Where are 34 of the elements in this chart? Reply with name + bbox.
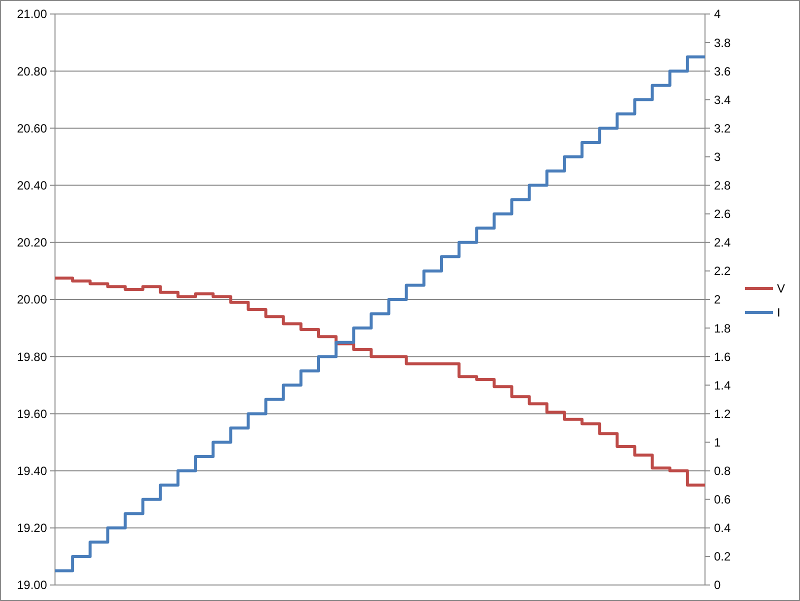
y2-tick-label: 1.4 [714,378,732,392]
y-tick-label: 19.60 [16,406,48,421]
y-tick-label: 20.60 [16,121,48,136]
y2-tick-label: 3.2 [714,121,732,136]
y2-tick-label: 1.8 [714,321,732,336]
y-tick-label: 19.00 [16,578,48,592]
y-tick-label: 21.00 [16,7,48,22]
y-tick-label: 19.20 [16,521,48,536]
y2-tick-label: 1.2 [714,406,732,421]
y-tick-label: 19.40 [16,464,48,478]
y2-tick-label: 0.2 [714,550,732,564]
y-tick-label: 20.20 [16,236,48,250]
y2-tick-label: 3.4 [714,92,732,107]
y2-tick-label: 2.8 [714,178,732,192]
y2-tick-label: 0 [714,578,721,592]
y2-tick-label: 0.4 [714,521,732,536]
legend-label: I [777,306,780,320]
y2-tick-label: 3.6 [714,64,732,78]
y2-tick-label: 2 [714,292,721,307]
y2-tick-label: 3 [714,150,721,164]
y2-tick-label: 2.4 [714,236,732,250]
y2-tick-label: 1 [714,435,721,450]
y2-tick-label: 2.2 [714,264,732,278]
legend-label: V [777,282,786,296]
y-tick-label: 20.40 [16,178,48,192]
y2-tick-label: 2.6 [714,207,732,222]
y2-tick-label: 0.8 [714,464,732,478]
y-tick-label: 20.00 [16,292,48,307]
y2-tick-label: 3.8 [714,36,732,50]
y-tick-label: 20.80 [16,64,48,78]
y2-tick-label: 1.6 [714,350,732,364]
y2-tick-label: 4 [714,7,721,22]
y2-tick-label: 0.6 [714,492,732,507]
y-tick-label: 19.80 [16,350,48,364]
